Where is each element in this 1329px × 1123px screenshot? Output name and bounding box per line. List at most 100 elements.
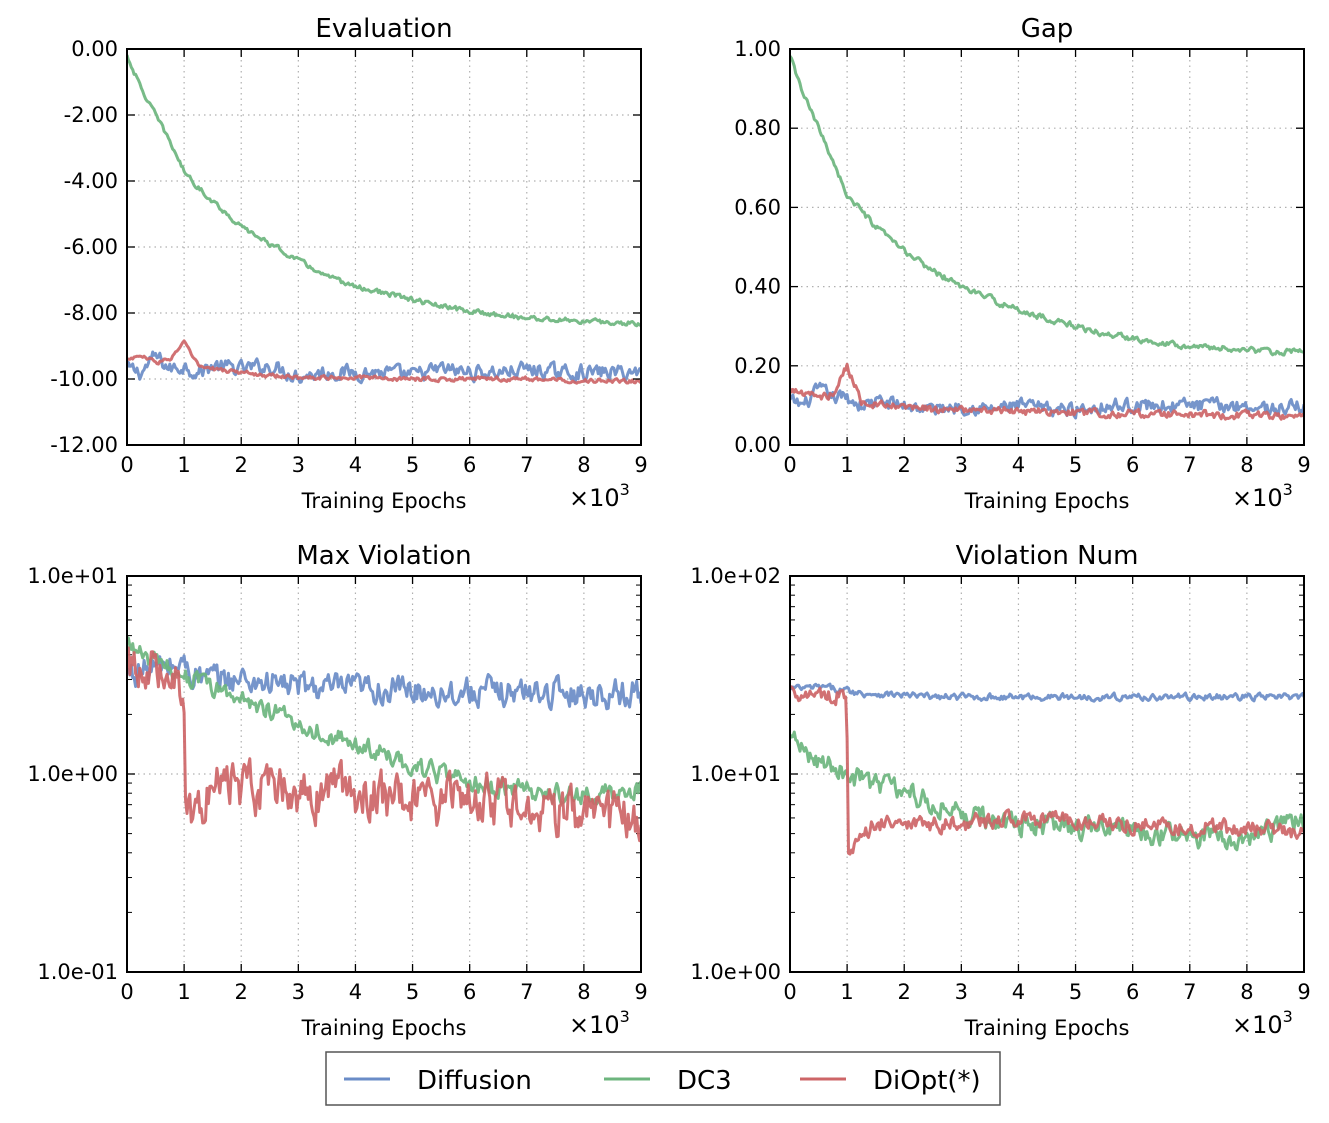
x-tick-label: 6 xyxy=(1126,453,1139,477)
x-tick-label: 9 xyxy=(634,453,647,477)
x-multiplier: ×103 xyxy=(569,480,630,512)
x-axis-label: Training Epochs xyxy=(964,489,1130,513)
series-group xyxy=(790,55,1304,421)
x-tick-label: 0 xyxy=(120,453,133,477)
series-line-diopt xyxy=(790,362,1304,421)
x-tick-label: 9 xyxy=(634,980,647,1004)
x-tick-label: 5 xyxy=(1069,980,1082,1004)
y-tick-label: -12.00 xyxy=(50,433,118,457)
x-tick-label: 3 xyxy=(955,980,968,1004)
y-tick-label: 0.80 xyxy=(734,116,781,140)
x-tick-label: 1 xyxy=(840,453,853,477)
series-group xyxy=(790,682,1304,856)
x-tick-label: 8 xyxy=(577,980,590,1004)
x-multiplier-exponent: 3 xyxy=(620,1007,630,1026)
x-tick-label: 6 xyxy=(463,453,476,477)
x-tick-label: 0 xyxy=(783,453,796,477)
axes-frame xyxy=(789,48,1305,446)
series-line-dc3 xyxy=(790,55,1304,357)
x-tick-label: 6 xyxy=(463,980,476,1004)
y-tick-label: -10.00 xyxy=(50,367,118,391)
series-line-dc3 xyxy=(127,54,641,328)
x-tick-label: 7 xyxy=(520,980,533,1004)
y-tick-label: -8.00 xyxy=(64,301,118,325)
x-tick-label: 8 xyxy=(1240,980,1253,1004)
series-line-diopt xyxy=(790,685,1304,856)
x-tick-label: 0 xyxy=(120,980,133,1004)
x-tick-label: 6 xyxy=(1126,980,1139,1004)
x-tick-label: 1 xyxy=(177,453,190,477)
y-tick-label: 1.0e+02 xyxy=(690,564,781,588)
legend: Diffusion DC3 DiOpt(*) xyxy=(325,1051,1001,1106)
legend-label-diffusion: Diffusion xyxy=(417,1066,532,1096)
x-tick-label: 1 xyxy=(840,980,853,1004)
x-tick-label: 5 xyxy=(406,980,419,1004)
x-tick-label: 4 xyxy=(1012,980,1025,1004)
series-group xyxy=(127,636,641,843)
x-multiplier: ×103 xyxy=(1232,1007,1293,1039)
x-multiplier-exponent: 3 xyxy=(1283,1007,1293,1026)
y-tick-label: 1.0e-01 xyxy=(37,960,118,984)
series-group xyxy=(127,54,641,385)
x-tick-label: 3 xyxy=(955,453,968,477)
x-multiplier-exponent: 3 xyxy=(620,480,630,499)
chart-1: 0 1 2 3 4 5 6 7 8 9 1.00 0.80 0.60 0.40 0.20 0.00 Gap Tra… xyxy=(734,14,1310,513)
chart-panels: 0 1 2 3 4 5 6 7 8 9 0.00 -2.00 -4.00 -6.00 -8.00 -10.00… xyxy=(27,14,1310,1040)
y-tick-label: 0.20 xyxy=(734,354,781,378)
y-tick-label: 1.0e+00 xyxy=(690,960,781,984)
x-tick-label: 2 xyxy=(898,453,911,477)
y-tick-label: -6.00 xyxy=(64,235,118,259)
x-tick-label: 8 xyxy=(577,453,590,477)
y-tick-label: 1.0e+01 xyxy=(690,762,781,786)
x-tick-label: 4 xyxy=(1012,453,1025,477)
x-tick-label: 5 xyxy=(406,453,419,477)
x-axis-label: Training Epochs xyxy=(301,1016,467,1040)
series-line-diffusion xyxy=(790,682,1304,703)
y-tick-label: 0.40 xyxy=(734,275,781,299)
y-tick-label: 1.0e+01 xyxy=(27,564,118,588)
legend-label-diopt: DiOpt(*) xyxy=(873,1066,981,1096)
chart-3: 0 1 2 3 4 5 6 7 8 9 1.0e+02 1.0e+01 1.0e+00 Violation… xyxy=(690,541,1310,1040)
x-tick-label: 4 xyxy=(349,453,362,477)
chart-2: 0 1 2 3 4 5 6 7 8 9 1.0e+01 1.0e+00 1.0e-01 Max Viola… xyxy=(27,541,647,1040)
chart-title: Violation Num xyxy=(956,541,1139,571)
x-multiplier: ×103 xyxy=(569,1007,630,1039)
x-tick-label: 3 xyxy=(292,980,305,1004)
series-line-diopt xyxy=(127,339,641,385)
y-tick-label: 0.00 xyxy=(734,433,781,457)
y-tick-label: 1.0e+00 xyxy=(27,762,118,786)
x-tick-label: 9 xyxy=(1297,453,1310,477)
series-line-diopt xyxy=(127,646,641,843)
grid xyxy=(126,48,642,446)
x-tick-label: 5 xyxy=(1069,453,1082,477)
x-tick-label: 2 xyxy=(898,980,911,1004)
x-tick-label: 3 xyxy=(292,453,305,477)
x-multiplier: ×103 xyxy=(1232,480,1293,512)
y-tick-label: -2.00 xyxy=(64,103,118,127)
y-tick-label: 0.60 xyxy=(734,195,781,219)
x-tick-label: 2 xyxy=(235,980,248,1004)
legend-label-dc3: DC3 xyxy=(677,1066,732,1096)
series-line-dc3 xyxy=(790,730,1304,852)
x-axis-label: Training Epochs xyxy=(964,1016,1130,1040)
x-axis-label: Training Epochs xyxy=(301,489,467,513)
x-multiplier-exponent: 3 xyxy=(1283,480,1293,499)
chart-title: Max Violation xyxy=(296,541,471,571)
y-tick-label: -4.00 xyxy=(64,169,118,193)
y-tick-label: 1.00 xyxy=(734,37,781,61)
grid xyxy=(789,48,1305,446)
chart-0: 0 1 2 3 4 5 6 7 8 9 0.00 -2.00 -4.00 -6.00 -8.00 -10.00… xyxy=(50,14,647,513)
chart-title: Gap xyxy=(1021,14,1074,44)
x-tick-label: 7 xyxy=(1183,453,1196,477)
x-tick-label: 9 xyxy=(1297,980,1310,1004)
legend-box xyxy=(325,1051,1001,1106)
series-line-dc3 xyxy=(127,636,641,806)
x-tick-label: 7 xyxy=(520,453,533,477)
y-tick-label: 0.00 xyxy=(71,37,118,61)
x-tick-label: 8 xyxy=(1240,453,1253,477)
x-tick-label: 4 xyxy=(349,980,362,1004)
series-line-diffusion xyxy=(790,381,1304,420)
x-tick-label: 7 xyxy=(1183,980,1196,1004)
x-tick-label: 0 xyxy=(783,980,796,1004)
